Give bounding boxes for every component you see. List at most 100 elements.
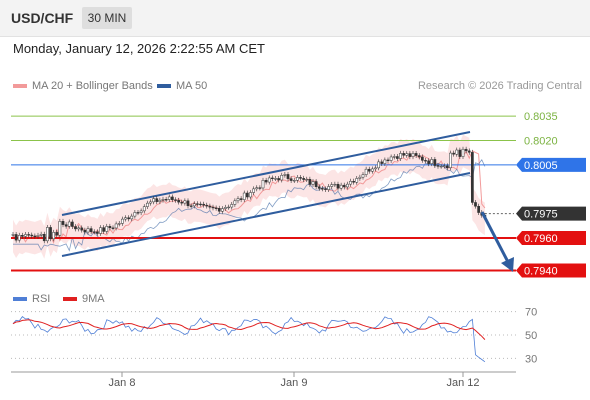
candle-body [255, 187, 259, 190]
candle [399, 150, 402, 161]
candle-body [442, 165, 446, 167]
candle-body [408, 153, 412, 157]
candle [321, 185, 324, 192]
candle [30, 232, 34, 239]
candle-body [417, 155, 421, 158]
candle [405, 151, 409, 158]
candle-body [196, 203, 199, 205]
candle [252, 186, 255, 195]
candle [274, 175, 277, 182]
time-axis: Jan 8 Jan 9 Jan 12 [11, 371, 516, 389]
candle-body [271, 177, 274, 179]
candle [396, 154, 399, 161]
candle [458, 147, 462, 160]
candle-body [430, 159, 434, 164]
candle-body [324, 188, 327, 190]
candle-body [127, 217, 130, 220]
channel-lower-line [61, 172, 471, 257]
candle-body [383, 159, 387, 164]
candle-body [439, 165, 443, 168]
candle [117, 220, 121, 227]
candle-body [183, 200, 187, 204]
timeframe-badge[interactable]: 30 MIN [82, 7, 132, 29]
candle [346, 181, 349, 190]
candle-body [80, 227, 84, 231]
candle [96, 229, 99, 236]
candle [246, 190, 249, 200]
candle [367, 166, 371, 174]
candle-body [471, 152, 474, 203]
candle [289, 176, 293, 184]
candle [71, 219, 74, 229]
candle-body [308, 178, 312, 185]
candle [427, 158, 430, 167]
candle-body [402, 153, 405, 156]
candle-body [58, 221, 62, 236]
candle-body [155, 198, 159, 202]
candle [233, 198, 237, 207]
level-label-bg [516, 263, 586, 278]
candle-body [186, 200, 190, 207]
candle [177, 197, 180, 205]
candle [142, 204, 146, 214]
candle-body [192, 203, 196, 207]
candle [446, 163, 449, 171]
rsi-ma9-line [12, 319, 486, 340]
candle [374, 165, 377, 172]
candle-body [364, 168, 368, 175]
candle [192, 201, 196, 209]
candle [52, 229, 55, 242]
legend-label-rsi: RSI [32, 293, 51, 305]
candle-body [421, 156, 424, 161]
candle-body [261, 180, 265, 189]
candle-body [289, 178, 293, 181]
candle-body [83, 229, 87, 233]
candle [464, 146, 468, 154]
candle [49, 224, 52, 242]
candle [208, 203, 212, 210]
candle-body [27, 234, 30, 236]
candle-body [114, 223, 118, 229]
candle-body [355, 178, 359, 183]
candle-body [52, 232, 55, 240]
candle [39, 231, 43, 238]
candle [202, 201, 205, 208]
timestamp: Monday, January 12, 2026 2:22:55 AM CET [13, 41, 265, 56]
candle [349, 178, 352, 187]
candle [411, 150, 415, 160]
candle [311, 179, 315, 187]
forecast-arrow [480, 211, 514, 272]
candle [167, 194, 171, 202]
candle [86, 226, 90, 235]
candle [27, 232, 30, 238]
candle [333, 181, 337, 188]
candle-body [311, 181, 315, 185]
candle [114, 221, 118, 231]
candle [127, 215, 130, 222]
candle [130, 213, 134, 222]
candle [355, 175, 359, 185]
candle [155, 196, 159, 205]
candle [80, 225, 84, 233]
candle [146, 200, 149, 210]
candle [299, 174, 302, 181]
candle [386, 157, 390, 163]
chart-header: USD/CHF 30 MIN [0, 0, 590, 37]
candle [471, 149, 474, 205]
credit-text: Research © 2026 Trading Central [417, 80, 582, 92]
candle [455, 147, 459, 157]
candle [236, 196, 240, 204]
candle-body [46, 227, 49, 242]
candle-body [99, 227, 102, 234]
candle-body [124, 217, 127, 220]
candle [36, 232, 40, 239]
candle [242, 190, 246, 203]
candle-body [49, 227, 52, 240]
candle-body [427, 160, 430, 164]
candle-body [224, 207, 227, 209]
candle [442, 163, 446, 169]
candle-body [361, 174, 365, 178]
candle-body [321, 188, 324, 190]
candle-body [305, 178, 309, 181]
